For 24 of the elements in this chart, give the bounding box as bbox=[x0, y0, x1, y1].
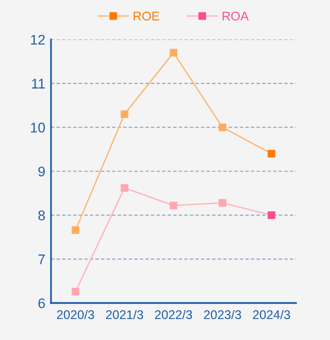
x-tick-label: 2023/3 bbox=[204, 310, 242, 320]
y-tick-label: 11 bbox=[32, 78, 45, 88]
x-tick-label: 2022/3 bbox=[155, 310, 192, 320]
point bbox=[120, 110, 128, 118]
y-tick-label: 7 bbox=[38, 254, 45, 264]
legend-label: ROE bbox=[134, 12, 160, 21]
y-tick-label: 12 bbox=[31, 34, 45, 45]
y-tick-label: 8 bbox=[38, 210, 45, 220]
point bbox=[268, 211, 276, 219]
point bbox=[218, 199, 226, 207]
legend-label: ROA bbox=[222, 12, 249, 21]
point bbox=[268, 150, 276, 158]
point bbox=[218, 124, 226, 132]
point bbox=[170, 48, 178, 56]
x-tick-label: 2024/3 bbox=[253, 310, 290, 320]
x-tick-label: 2020/3 bbox=[57, 310, 94, 320]
point bbox=[170, 202, 178, 210]
point bbox=[120, 184, 128, 192]
y-tick-label: 9 bbox=[38, 166, 45, 176]
point bbox=[72, 226, 80, 234]
y-tick-label: 10 bbox=[31, 122, 45, 133]
x-tick-label: 2021/3 bbox=[106, 310, 144, 320]
y-tick-label: 6 bbox=[38, 298, 45, 308]
point bbox=[72, 288, 80, 296]
